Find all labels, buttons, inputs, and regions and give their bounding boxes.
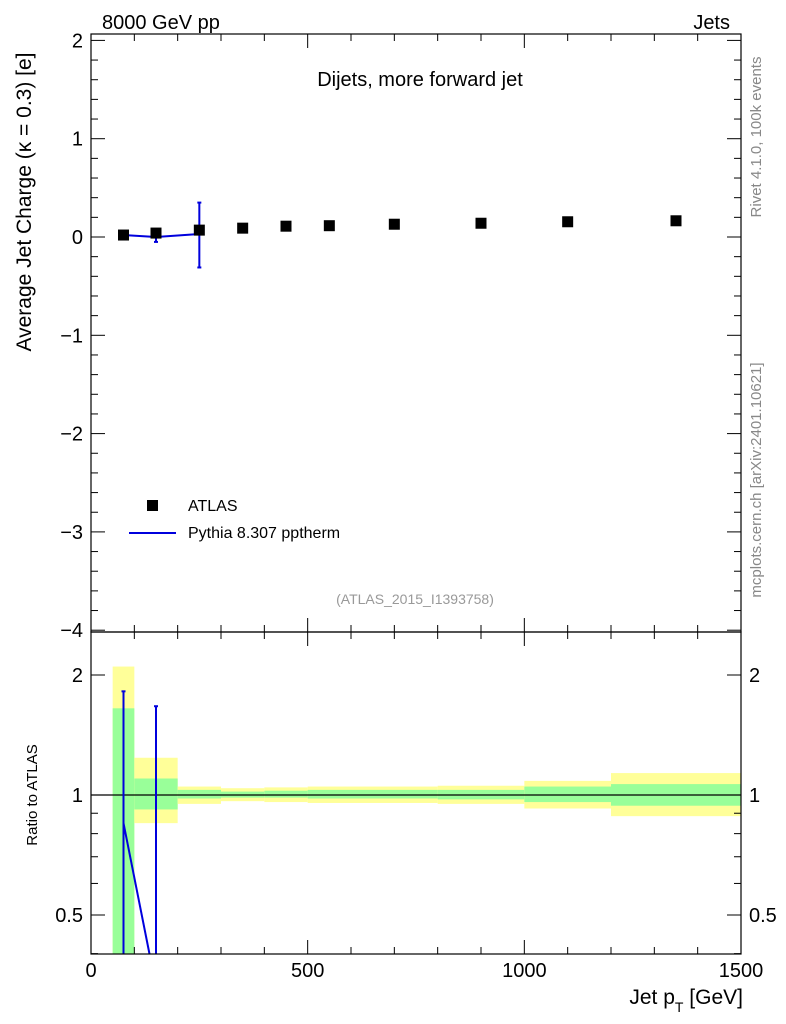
main-ylabel: Average Jet Charge (κ = 0.3) [e]	[13, 52, 36, 351]
main-axis-ticks	[90, 34, 742, 632]
legend-atlas-marker	[147, 500, 158, 511]
legend-mc-label: Pythia 8.307 pptherm	[188, 525, 340, 542]
legend: ATLAS Pythia 8.307 pptherm	[129, 498, 340, 542]
ratio-band-inner	[524, 786, 611, 803]
atlas-data-point	[475, 217, 487, 229]
atlas-data-point	[280, 220, 292, 232]
ratio-ytick-label-left: 2	[72, 665, 83, 687]
main-ytick-label: 0	[72, 227, 83, 249]
main-ytick-label: 1	[72, 129, 83, 151]
xtick-label: 500	[291, 960, 324, 982]
ratio-ytick-label-left: 0.5	[55, 905, 83, 927]
mc-ratio-line	[122, 822, 151, 955]
xtick-label: 1500	[719, 960, 764, 982]
main-ytick-label: −1	[60, 325, 83, 347]
process-label: Jets	[693, 12, 730, 34]
legend-atlas-label: ATLAS	[188, 498, 238, 515]
main-frame	[90, 33, 742, 633]
main-ytick-labels: 2 1 0 −1 −2 −3 −4	[60, 30, 83, 642]
main-panel: 2 1 0 −1 −2 −3 −4 Dijets, more forward jet Ave…	[13, 30, 742, 642]
atlas-data-point	[323, 220, 335, 232]
ratio-ytick-labels: 2 2 1 1 0.5 0.5	[55, 665, 777, 927]
analysis-label: (ATLAS_2015_I1393758)	[336, 591, 494, 607]
mcplots-reference-text: mcplots.cern.ch [arXiv:2401.10621]	[748, 362, 765, 597]
ratio-ylabel: Ratio to ATLAS	[24, 744, 41, 845]
atlas-data-point	[388, 218, 400, 230]
atlas-data-point	[150, 227, 162, 239]
atlas-data-point	[562, 216, 574, 228]
xtick-label: 0	[85, 960, 96, 982]
ratio-ytick-label-left: 1	[72, 785, 83, 807]
main-ytick-label: 2	[72, 30, 83, 52]
atlas-data-point	[670, 215, 682, 227]
rivet-version-text: Rivet 4.1.0, 100k events	[748, 57, 765, 218]
xtick-label: 1000	[502, 960, 547, 982]
ratio-band-inner	[307, 789, 351, 799]
atlas-data-point	[237, 222, 249, 234]
ratio-ytick-label-right: 0.5	[749, 905, 777, 927]
ratio-ytick-label-right: 2	[749, 665, 760, 687]
xtick-labels: 0 500 1000 1500	[85, 960, 763, 982]
mc-series-ratio	[121, 690, 158, 955]
x-axis-label: Jet pT [GeV]	[629, 986, 743, 1015]
ratio-ytick-label-right: 1	[749, 785, 760, 807]
ratio-band-inner	[264, 790, 308, 798]
atlas-data-point	[118, 229, 129, 241]
atlas-data-point	[193, 224, 205, 236]
main-ytick-label: −2	[60, 424, 83, 446]
main-ytick-label: −4	[60, 620, 83, 642]
ratio-uncertainty-bands	[112, 666, 741, 954]
ratio-band-inner	[177, 789, 221, 799]
ratio-axis-ticks	[90, 632, 742, 955]
ratio-panel: 2 2 1 1 0.5 0.5 0 500 1000 1500 Ratio to ATLAS J…	[24, 631, 777, 1015]
energy-label: 8000 GeV pp	[102, 12, 220, 34]
main-ytick-label: −3	[60, 522, 83, 544]
ratio-band-inner	[351, 789, 438, 799]
ratio-frame	[90, 631, 742, 955]
atlas-data-points	[118, 215, 682, 241]
main-title: Dijets, more forward jet	[317, 69, 523, 91]
